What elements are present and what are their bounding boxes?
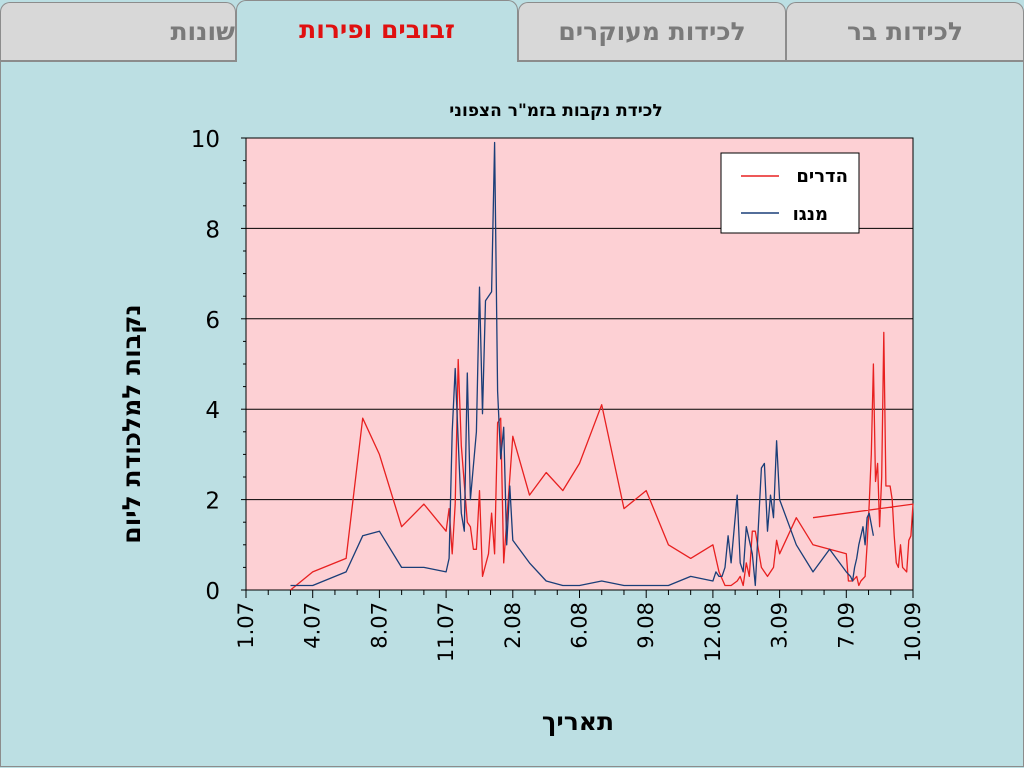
series-line-0 xyxy=(290,331,914,591)
x-tick-label: 6.08 xyxy=(568,602,592,649)
x-axis: 1.07 4.07 8.07 11.07 2.08 6.08 9.08 12.08 3.09 7.… xyxy=(234,590,925,662)
chart-title: לכידת נקבות בזמ"ר הצפוני xyxy=(449,101,662,121)
tab-sterile-trapping[interactable]: לכידות מעוקרים xyxy=(518,2,786,60)
series-lines xyxy=(290,141,914,591)
y-axis-label: נקבות למלכודת ליום xyxy=(117,304,146,543)
y-tick-label: 8 xyxy=(205,217,220,243)
line-chart: לכידת נקבות בזמ"ר הצפוני 0 2 4 6 8 10 1.07 4.0… xyxy=(117,101,925,736)
y-tick-label: 0 xyxy=(205,579,220,605)
x-tick-label: 4.07 xyxy=(301,602,325,649)
y-tick-label: 4 xyxy=(205,398,220,424)
tab-flies-and-fruit[interactable]: זבובים ופירות xyxy=(236,0,518,62)
x-tick-label: 1.07 xyxy=(234,602,258,649)
series-line-1 xyxy=(290,141,875,587)
tab-divider xyxy=(518,60,1024,62)
x-tick-label: 12.08 xyxy=(701,602,725,662)
tab-divider xyxy=(0,60,236,62)
x-tick-label: 10.09 xyxy=(901,602,925,662)
legend-label-1: מנגו xyxy=(793,204,828,225)
y-tick-label: 2 xyxy=(205,489,220,515)
x-tick-label: 8.07 xyxy=(367,602,391,649)
y-axis: 0 2 4 6 8 10 xyxy=(191,127,246,605)
x-tick-label: 7.09 xyxy=(834,602,858,649)
legend-box xyxy=(720,152,860,234)
legend: הדרים מנגו xyxy=(720,152,860,234)
y-tick-label: 10 xyxy=(191,127,220,153)
tab-misc[interactable]: שונות xyxy=(0,2,236,60)
tab-wild-trapping[interactable]: לכידות בר xyxy=(786,2,1024,60)
x-tick-label: 3.09 xyxy=(768,602,792,649)
legend-label-0: הדרים xyxy=(796,166,848,187)
y-tick-label: 6 xyxy=(205,308,220,334)
x-tick-label: 9.08 xyxy=(634,602,658,649)
x-tick-label: 2.08 xyxy=(501,602,525,649)
x-tick-label: 11.07 xyxy=(434,602,458,662)
tab-bar: לכידות בר לכידות מעוקרים זבובים ופירות ש… xyxy=(0,0,1024,62)
x-axis-label: תאריך xyxy=(542,707,614,736)
